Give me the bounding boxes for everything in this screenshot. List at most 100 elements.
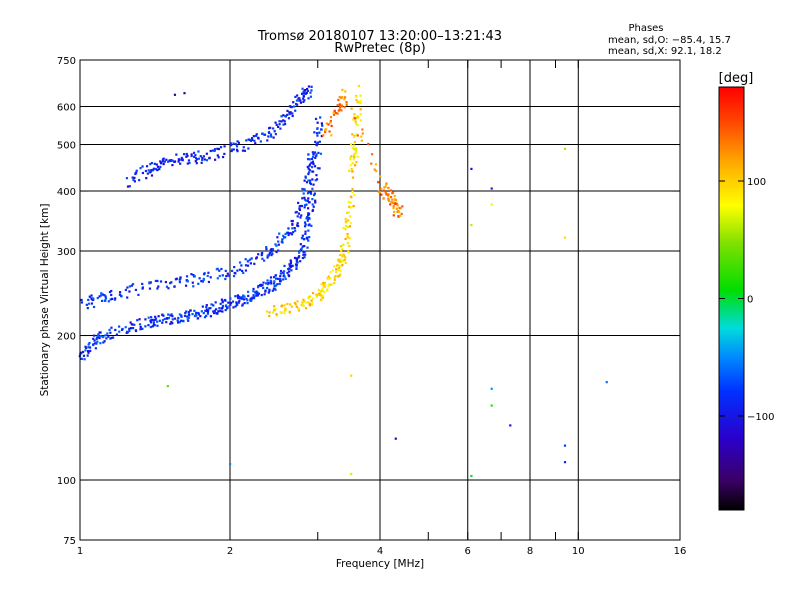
data-point [275,250,278,254]
data-point [292,105,296,108]
data-point [185,275,189,278]
data-point [301,234,304,237]
data-point [234,305,237,308]
data-point [131,326,135,330]
data-point [382,189,385,192]
data-point [287,227,290,230]
data-point [290,264,293,268]
data-point [380,187,383,190]
colorbar-label: [deg] [719,71,754,86]
data-point [300,214,303,217]
data-point [236,140,239,143]
data-point [275,123,278,127]
data-point [352,118,355,121]
data-point [343,98,346,101]
data-point [170,281,173,284]
data-point [190,153,193,156]
data-point [320,128,323,131]
data-point [99,342,102,345]
data-point [348,244,351,247]
data-point [325,122,328,125]
data-point [275,244,278,247]
data-point [394,437,397,440]
data-point [305,203,308,206]
data-point [311,151,314,154]
data-point [320,283,323,286]
data-point [294,229,297,232]
data-point [306,246,309,249]
data-point [179,319,183,322]
data-point [134,329,138,333]
data-point [298,249,302,252]
data-point [214,312,218,315]
data-point [235,145,239,148]
data-point [283,312,286,315]
data-point [397,215,400,218]
data-point [310,224,313,227]
data-point [258,284,262,287]
data-point [236,269,239,272]
data-point [291,227,294,230]
data-point [470,474,473,478]
data-point [170,321,173,324]
data-point [180,156,183,160]
data-point [315,153,318,156]
data-point [354,120,357,123]
data-point [211,149,215,152]
data-point [179,162,182,165]
data-point [233,266,236,269]
data-point [87,351,90,354]
data-point [236,303,239,307]
data-point [149,321,153,324]
data-point [339,245,343,248]
data-point [256,291,259,294]
data-point [347,205,351,208]
data-point [178,278,181,281]
data-point [343,96,347,99]
data-point [104,295,107,298]
data-point [291,112,294,115]
data-point [262,286,265,290]
data-point [256,286,260,289]
data-point [209,149,212,153]
data-point [194,154,197,157]
data-point [150,174,154,177]
data-point [250,137,254,140]
data-point [344,90,347,93]
data-point [316,134,319,137]
data-point [470,223,473,227]
data-point [290,219,293,223]
data-point [266,282,270,286]
data-point [128,290,131,293]
data-point [187,319,190,322]
data-point [312,152,315,155]
data-point [255,293,258,296]
data-point [275,314,278,317]
data-point [329,271,332,274]
data-point [247,259,250,262]
data-point [120,295,123,298]
data-point [320,135,323,138]
data-point [314,117,318,121]
data-point [195,158,199,161]
data-point [392,214,395,217]
data-point [308,304,312,307]
data-point [83,358,86,361]
data-point [272,127,275,130]
data-point [126,185,130,188]
data-point [319,291,322,294]
data-point [307,171,311,174]
data-point [237,301,240,304]
data-point [274,121,277,124]
data-point [212,311,216,315]
data-point [300,247,303,250]
data-point [192,285,195,288]
data-point [387,197,390,200]
data-point [130,284,134,287]
data-point [394,199,398,202]
data-point [283,120,286,123]
data-point [86,354,89,357]
data-point [192,151,196,154]
y-tick-label: 600 [57,103,76,114]
data-point [348,225,352,228]
